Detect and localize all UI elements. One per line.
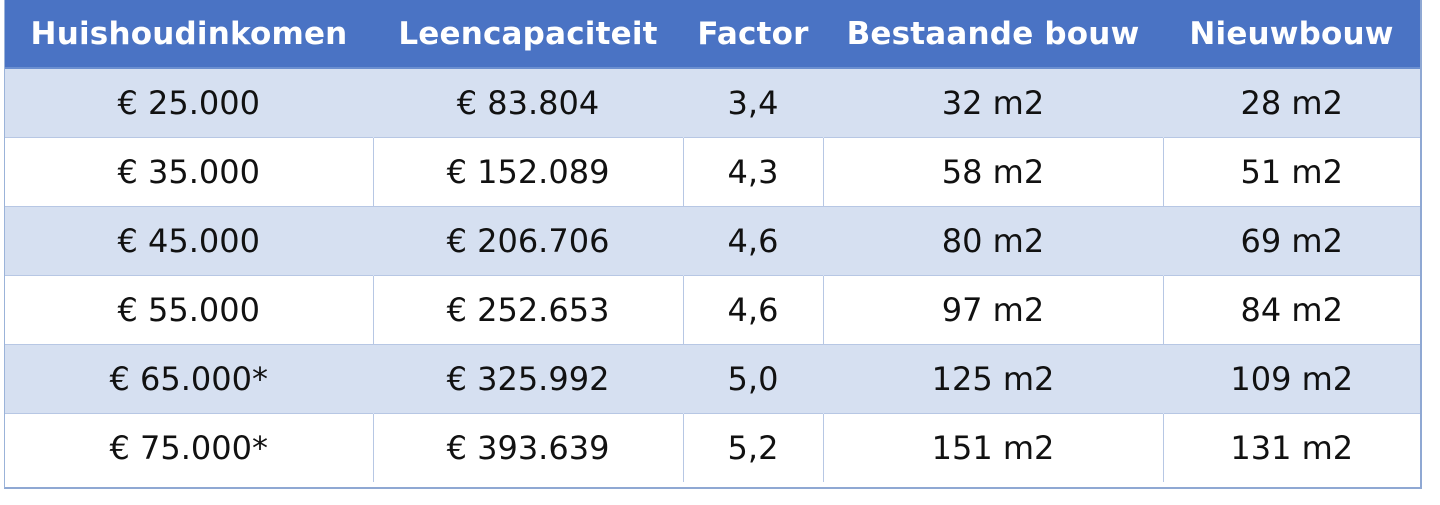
table-row: € 55.000 € 252.653 4,6 97 m2 84 m2 — [5, 274, 1420, 344]
cell-huishoudinkomen: € 75.000* — [5, 412, 373, 482]
cell-bestaande-bouw: 97 m2 — [822, 274, 1163, 344]
cell-factor: 4,6 — [682, 205, 823, 275]
table-body: € 25.000 € 83.804 3,4 32 m2 28 m2 € 35.0… — [5, 67, 1420, 482]
cell-leencapaciteit: € 206.706 — [372, 205, 683, 275]
cell-bestaande-bouw: 58 m2 — [822, 136, 1163, 206]
income-table: Huishoudinkomen Leencapaciteit Factor Be… — [5, 0, 1420, 482]
header-row: Huishoudinkomen Leencapaciteit Factor Be… — [5, 0, 1420, 69]
cell-nieuwbouw: 28 m2 — [1162, 67, 1420, 137]
cell-huishoudinkomen: € 55.000 — [5, 274, 373, 344]
cell-bestaande-bouw: 125 m2 — [822, 343, 1163, 413]
cell-nieuwbouw: 131 m2 — [1162, 412, 1420, 482]
header-leencapaciteit: Leencapaciteit — [373, 0, 683, 69]
income-table-container: Huishoudinkomen Leencapaciteit Factor Be… — [4, 0, 1422, 489]
cell-nieuwbouw: 109 m2 — [1162, 343, 1420, 413]
cell-leencapaciteit: € 393.639 — [372, 412, 683, 482]
cell-nieuwbouw: 69 m2 — [1162, 205, 1420, 275]
cell-huishoudinkomen: € 65.000* — [5, 343, 373, 413]
header-factor: Factor — [683, 0, 823, 69]
cell-bestaande-bouw: 80 m2 — [822, 205, 1163, 275]
cell-bestaande-bouw: 32 m2 — [822, 67, 1163, 137]
cell-leencapaciteit: € 252.653 — [372, 274, 683, 344]
table-row: € 65.000* € 325.992 5,0 125 m2 109 m2 — [5, 343, 1420, 413]
header-bestaande-bouw: Bestaande bouw — [823, 0, 1163, 69]
cell-huishoudinkomen: € 45.000 — [5, 205, 373, 275]
cell-factor: 3,4 — [682, 67, 823, 137]
cell-factor: 4,3 — [682, 136, 823, 206]
cell-factor: 5,2 — [682, 412, 823, 482]
table-row: € 75.000* € 393.639 5,2 151 m2 131 m2 — [5, 412, 1420, 482]
header-huishoudinkomen: Huishoudinkomen — [5, 0, 373, 69]
cell-huishoudinkomen: € 35.000 — [5, 136, 373, 206]
cell-huishoudinkomen: € 25.000 — [5, 67, 373, 137]
table-row: € 25.000 € 83.804 3,4 32 m2 28 m2 — [5, 67, 1420, 137]
cell-nieuwbouw: 51 m2 — [1162, 136, 1420, 206]
cell-nieuwbouw: 84 m2 — [1162, 274, 1420, 344]
header-nieuwbouw: Nieuwbouw — [1163, 0, 1420, 69]
cell-factor: 4,6 — [682, 274, 823, 344]
cell-bestaande-bouw: 151 m2 — [822, 412, 1163, 482]
table-header: Huishoudinkomen Leencapaciteit Factor Be… — [5, 0, 1420, 69]
cell-factor: 5,0 — [682, 343, 823, 413]
table-row: € 35.000 € 152.089 4,3 58 m2 51 m2 — [5, 136, 1420, 206]
cell-leencapaciteit: € 152.089 — [372, 136, 683, 206]
cell-leencapaciteit: € 325.992 — [372, 343, 683, 413]
cell-leencapaciteit: € 83.804 — [372, 67, 683, 137]
table-row: € 45.000 € 206.706 4,6 80 m2 69 m2 — [5, 205, 1420, 275]
